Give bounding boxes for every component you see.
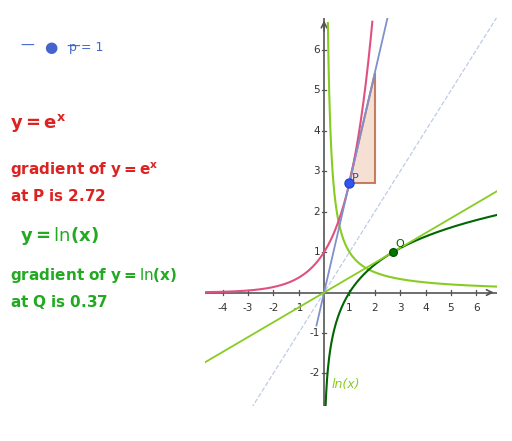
Text: $\mathbf{at\ Q\ is\ 0.37}$: $\mathbf{at\ Q\ is\ 0.37}$ [10,293,109,311]
Text: -3: -3 [243,303,253,313]
Text: $\mathbf{at\ P\ is\ 2.72}$: $\mathbf{at\ P\ is\ 2.72}$ [10,188,106,204]
Text: 6: 6 [473,303,480,313]
Text: 3: 3 [397,303,403,313]
Text: p = 1: p = 1 [69,41,103,54]
Text: $\mathbf{gradient\ of\ }$$\mathbf{y = e^x}$: $\mathbf{gradient\ of\ }$$\mathbf{y = e^… [10,160,159,179]
Text: $\mathbf{y = \ln(x)}$: $\mathbf{y = \ln(x)}$ [20,225,99,247]
Text: -4: -4 [218,303,228,313]
Text: —: — [20,39,34,53]
Text: $\mathbf{y = e^x}$: $\mathbf{y = e^x}$ [10,112,67,135]
Text: $\mathbf{gradient\ of\ }$$\mathbf{y = \ln(x)}$: $\mathbf{gradient\ of\ }$$\mathbf{y = \l… [10,266,178,285]
Text: -1: -1 [310,328,321,338]
Text: 1: 1 [314,247,321,257]
Text: 4: 4 [422,303,429,313]
Text: -1: -1 [293,303,304,313]
Text: 5: 5 [314,86,321,95]
Text: 6: 6 [314,45,321,55]
Text: ●: ● [45,40,58,55]
Text: ln(x): ln(x) [331,377,359,391]
Text: 2: 2 [314,207,321,217]
Text: 3: 3 [314,166,321,176]
Text: 2: 2 [372,303,378,313]
Text: -2: -2 [268,303,279,313]
Polygon shape [350,73,375,183]
Text: 5: 5 [447,303,454,313]
Text: Q: Q [395,239,404,249]
Text: 4: 4 [314,126,321,136]
Text: 1: 1 [346,303,353,313]
Text: P: P [352,172,359,183]
Text: -2: -2 [310,368,321,378]
Text: —: — [67,40,80,54]
